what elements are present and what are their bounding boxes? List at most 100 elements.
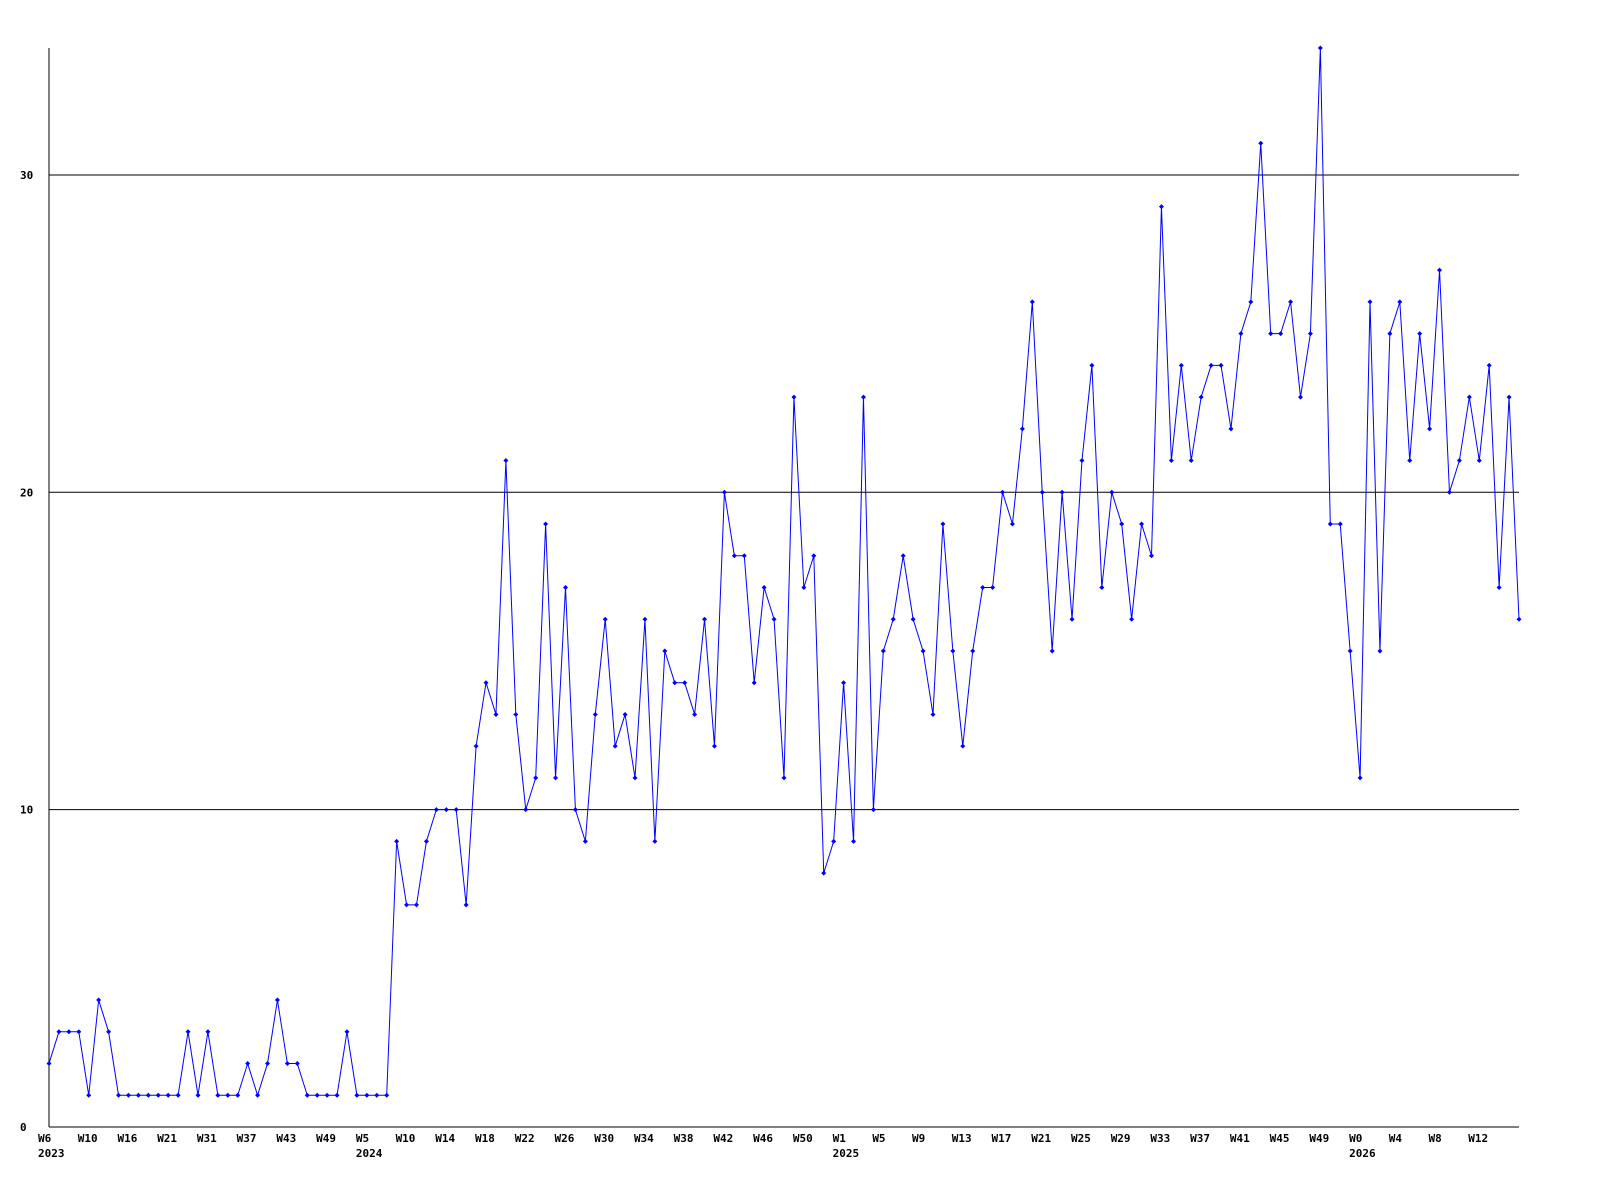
data-point — [1089, 362, 1095, 368]
x-tick-label: W14 — [435, 1132, 455, 1145]
x-tick-label: W33 — [1150, 1132, 1170, 1145]
data-point — [652, 838, 658, 844]
x-tick-label: W22 — [515, 1132, 535, 1145]
data-point — [870, 807, 876, 813]
data-point — [56, 1029, 62, 1035]
data-point — [1109, 489, 1115, 495]
data-point — [106, 1029, 112, 1035]
x-tick-label: W8 — [1429, 1132, 1442, 1145]
data-point — [1099, 585, 1105, 590]
data-point — [572, 807, 578, 813]
x-year-label: 2025 — [833, 1147, 860, 1160]
data-point — [304, 1092, 310, 1098]
data-point — [384, 1092, 390, 1098]
data-line — [48, 47, 1520, 1097]
data-point — [1278, 331, 1284, 337]
x-tick-label: W26 — [554, 1132, 574, 1145]
x-tick-label: W0 — [1349, 1132, 1362, 1145]
data-point — [602, 616, 608, 622]
data-point — [1178, 362, 1184, 368]
data-point — [1228, 426, 1234, 432]
data-point — [195, 1092, 201, 1098]
x-tick-label: W10 — [396, 1132, 416, 1145]
data-point — [76, 1029, 82, 1035]
data-point — [1198, 394, 1204, 400]
data-point — [324, 1092, 330, 1098]
data-point — [185, 1029, 191, 1035]
data-point — [692, 711, 698, 717]
x-tick-label: W5 — [872, 1132, 885, 1145]
data-point — [821, 870, 827, 876]
data-point — [801, 585, 807, 590]
data-point — [374, 1092, 380, 1098]
data-point — [721, 489, 727, 495]
data-point — [1387, 331, 1393, 337]
data-point — [255, 1092, 261, 1098]
data-point — [354, 1092, 360, 1098]
data-point — [761, 585, 767, 590]
data-point — [791, 394, 797, 400]
data-point — [711, 743, 717, 749]
data-point — [642, 616, 648, 622]
data-point — [930, 711, 936, 717]
data-point — [562, 585, 568, 590]
data-point — [175, 1092, 181, 1098]
data-point — [1149, 553, 1154, 559]
data-point — [1119, 521, 1125, 527]
data-point — [1327, 521, 1333, 527]
data-point — [910, 616, 916, 622]
data-point — [274, 997, 280, 1003]
data-point — [1059, 489, 1065, 495]
data-point — [215, 1092, 221, 1098]
x-tick-label: W21 — [1031, 1132, 1051, 1145]
x-year-label: 2024 — [356, 1147, 383, 1160]
data-point — [741, 553, 747, 559]
data-point — [483, 680, 489, 686]
data-point — [523, 807, 529, 813]
data-point — [394, 838, 400, 844]
data-point — [880, 648, 886, 654]
data-point — [364, 1092, 370, 1098]
x-tick-label: W41 — [1230, 1132, 1250, 1145]
data-point — [940, 521, 946, 527]
x-tick-label: W37 — [1190, 1132, 1210, 1145]
data-point — [284, 1061, 290, 1067]
x-tick-label: W18 — [475, 1132, 495, 1145]
data-point — [1357, 775, 1363, 781]
data-point — [1347, 648, 1353, 654]
x-tick-label: W1 — [833, 1132, 847, 1145]
data-point — [453, 807, 459, 813]
x-tick-label: W37 — [237, 1132, 257, 1145]
data-point — [1248, 299, 1254, 305]
x-tick-label: W4 — [1389, 1132, 1403, 1145]
data-point — [831, 838, 837, 844]
x-tick-label: W50 — [793, 1132, 813, 1145]
data-point — [66, 1029, 72, 1035]
data-point — [731, 553, 737, 559]
data-point — [841, 680, 847, 686]
x-tick-label: W38 — [674, 1132, 694, 1145]
data-point — [145, 1092, 151, 1098]
data-point — [1000, 489, 1006, 495]
x-year-label: 2023 — [38, 1147, 65, 1160]
data-point — [1506, 394, 1512, 400]
data-point — [1377, 648, 1383, 654]
data-point — [513, 711, 519, 717]
x-tick-label: W21 — [157, 1132, 177, 1145]
data-point — [771, 616, 777, 622]
data-point — [1476, 458, 1482, 464]
data-point — [1407, 458, 1413, 464]
x-tick-label: W12 — [1468, 1132, 1488, 1145]
x-tick-label: W6 — [38, 1132, 52, 1145]
data-point — [662, 648, 668, 654]
data-point — [1218, 362, 1224, 368]
data-point — [1139, 521, 1145, 527]
data-point — [46, 1061, 52, 1067]
data-point — [245, 1061, 251, 1067]
data-point — [672, 680, 678, 686]
data-point — [1367, 299, 1373, 305]
data-point — [1029, 299, 1035, 305]
x-tick-label: W5 — [356, 1132, 369, 1145]
data-point — [751, 680, 757, 686]
